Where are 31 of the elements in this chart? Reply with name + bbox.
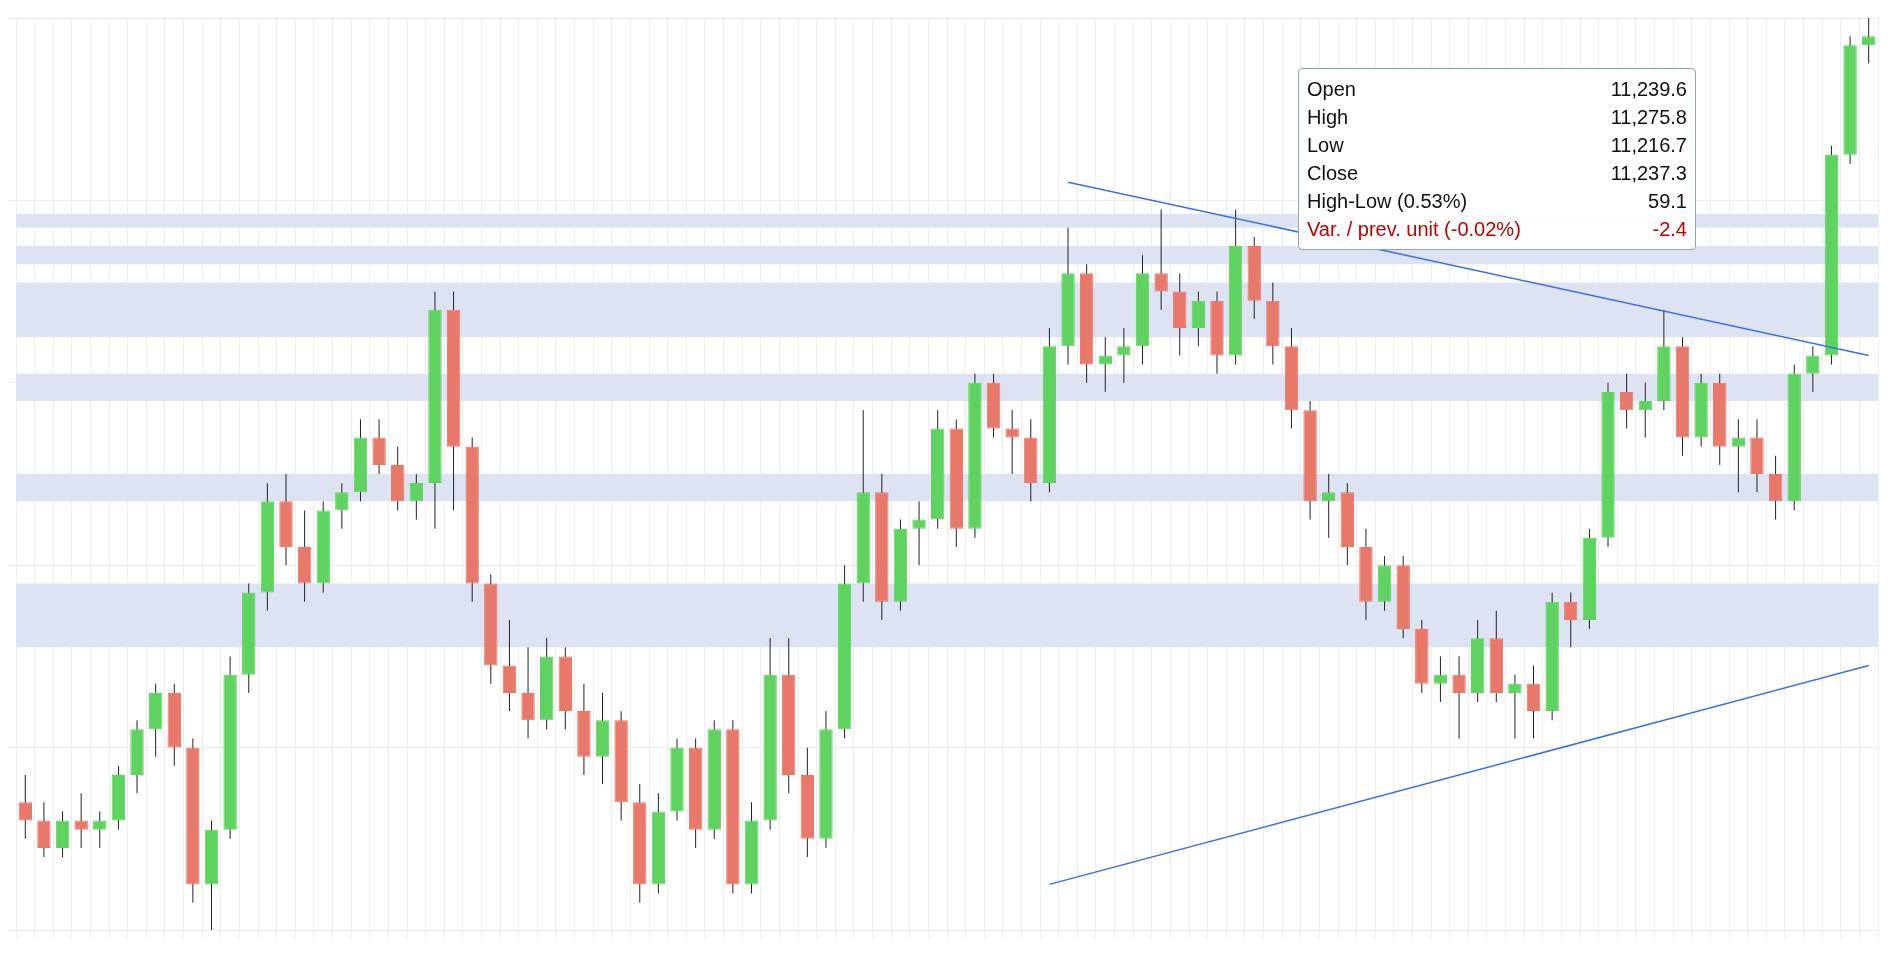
- annotation: 11,275.8: [1610, 105, 1687, 130]
- candlestick: [1731, 418, 1746, 493]
- candlestick: [1806, 345, 1820, 393]
- annotation: Var. / prev. unit (-0.02%): [1307, 217, 1521, 242]
- annotation: -2.4: [1652, 217, 1687, 242]
- annotation: High: [1307, 105, 1349, 130]
- candlestick: [1322, 473, 1336, 539]
- candlestick: [1861, 17, 1876, 65]
- annotation: 11,216.7: [1610, 133, 1687, 158]
- candlestick: [1638, 382, 1652, 439]
- candlestick: [1452, 655, 1466, 739]
- annotation: 59.1: [1648, 189, 1687, 214]
- candlestick: [74, 792, 88, 849]
- candlestick: [1564, 592, 1578, 648]
- candlestick: [1619, 373, 1634, 429]
- annotation: 11,237.3: [1610, 161, 1687, 186]
- candlestick: [1433, 655, 1448, 703]
- candlestick: [1508, 674, 1522, 739]
- candlestick: [912, 500, 926, 566]
- candlestick: [93, 810, 107, 849]
- candlestick: [1117, 327, 1131, 384]
- annotation: 11,239.6: [1610, 77, 1687, 102]
- annotation: Open: [1307, 77, 1356, 102]
- candlestick: [1098, 336, 1112, 393]
- candlestick: [335, 482, 349, 530]
- annotation: Low: [1307, 133, 1344, 158]
- candlestick: [1154, 209, 1168, 311]
- candlestick: [18, 774, 33, 840]
- annotation: Close: [1307, 161, 1359, 186]
- candlestick: [1005, 409, 1019, 475]
- annotation: High-Low (0.53%): [1307, 189, 1468, 214]
